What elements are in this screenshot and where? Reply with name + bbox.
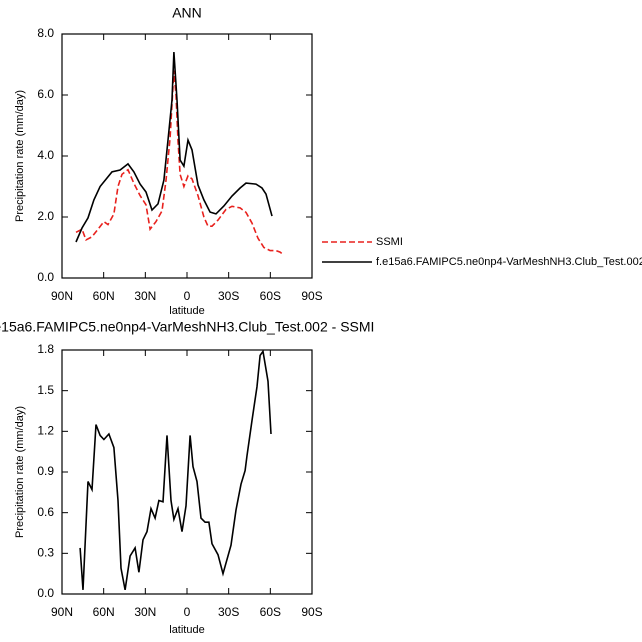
x-tick-label: 60S <box>260 605 281 619</box>
x-tick-label: 90S <box>301 289 322 303</box>
x-tick-label: 90N <box>51 605 73 619</box>
x-tick-label: 90N <box>51 289 73 303</box>
y-tick-label: 0.6 <box>37 505 54 519</box>
y-tick-label: 6.0 <box>37 87 54 101</box>
y-tick-label: 2.0 <box>37 209 54 223</box>
y-tick-label: 1.8 <box>37 342 54 356</box>
x-axis-label: latitude <box>169 305 204 317</box>
data-line <box>79 349 272 591</box>
data-line <box>75 70 285 256</box>
plot-frame <box>61 33 313 279</box>
x-tick-label: 30S <box>218 605 239 619</box>
chart-title: f.e15a6.FAMIPC5.ne0np4-VarMeshNH3.Club_T… <box>0 319 374 335</box>
y-tick-label: 8.0 <box>37 26 54 40</box>
x-axis-label: latitude <box>169 624 204 636</box>
y-tick-label: 0.3 <box>37 546 54 560</box>
y-axis-label: Precipitation rate (mm/day) <box>14 90 26 222</box>
x-tick-label: 90S <box>301 605 322 619</box>
y-tick-label: 4.0 <box>37 148 54 162</box>
x-tick-label: 30N <box>134 605 156 619</box>
y-tick-label: 0.0 <box>37 270 54 284</box>
chart-title: ANN <box>172 5 202 21</box>
x-tick-label: 30S <box>218 289 239 303</box>
data-line <box>75 51 273 243</box>
x-tick-label: 60S <box>260 289 281 303</box>
y-tick-label: 1.2 <box>37 424 54 438</box>
x-tick-label: 0 <box>184 289 191 303</box>
x-tick-label: 60N <box>93 605 115 619</box>
x-tick-label: 60N <box>93 289 115 303</box>
y-axis-label: Precipitation rate (mm/day) <box>14 406 26 538</box>
x-tick-label: 0 <box>184 605 191 619</box>
y-tick-label: 0.0 <box>37 586 54 600</box>
y-tick-label: 1.5 <box>37 383 54 397</box>
y-tick-label: 0.9 <box>37 464 54 478</box>
legend-label: SSMI <box>376 236 403 248</box>
x-tick-label: 30N <box>134 289 156 303</box>
legend-label: f.e15a6.FAMIPC5.ne0np4-VarMeshNH3.Club_T… <box>376 256 642 268</box>
plot-frame <box>61 349 313 595</box>
